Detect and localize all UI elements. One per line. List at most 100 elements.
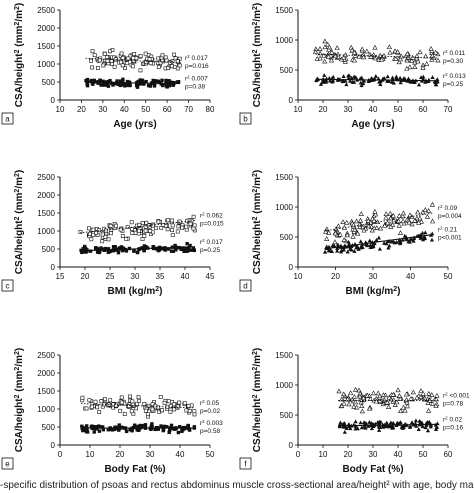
data-point xyxy=(175,229,180,234)
figure-caption: -specific distribution of psoas and rect… xyxy=(0,480,474,491)
data-point xyxy=(398,53,404,59)
data-point xyxy=(423,230,428,235)
data-point xyxy=(111,249,115,253)
x-tick-label: 20 xyxy=(319,105,328,114)
panel-letter: f xyxy=(244,460,247,469)
data-point xyxy=(129,409,134,414)
data-point xyxy=(357,393,363,399)
data-point xyxy=(142,402,147,406)
y-tick-label: 1500 xyxy=(37,209,55,218)
data-point xyxy=(374,225,380,230)
series-points xyxy=(312,38,441,71)
data-point xyxy=(344,426,349,430)
data-point xyxy=(138,68,143,73)
chart-panel-b: 0 500 1000 1500 10 20 30 40 50 60 70 Age (yrs) CSA/h… xyxy=(239,3,466,130)
data-point xyxy=(192,409,197,414)
data-point xyxy=(326,46,332,52)
stat-label: r2 0.21 xyxy=(438,225,458,234)
data-point xyxy=(132,52,137,56)
series-points xyxy=(78,214,197,244)
data-point xyxy=(142,82,146,86)
data-point xyxy=(170,228,174,233)
x-tick-label: 10 xyxy=(294,272,303,281)
data-point xyxy=(433,396,439,402)
data-point xyxy=(400,213,406,219)
data-point xyxy=(332,239,338,245)
data-point xyxy=(98,425,102,429)
y-tick-label: 2500 xyxy=(37,173,55,182)
data-point xyxy=(435,77,440,82)
data-point xyxy=(172,80,176,85)
chart-panel-a: 0 500 1000 1500 2000 2500 10 20 30 40 50 60 70 80 Age … xyxy=(1,3,215,130)
data-point xyxy=(164,58,169,63)
x-axis-title: Body Fat (%) xyxy=(342,464,403,475)
data-point xyxy=(398,420,403,425)
data-point xyxy=(128,428,132,432)
data-point xyxy=(352,399,359,405)
data-point xyxy=(383,423,388,428)
data-point xyxy=(103,397,107,401)
data-point xyxy=(420,237,426,242)
panel-letter-box xyxy=(239,279,252,292)
data-point xyxy=(94,246,98,250)
data-point xyxy=(346,424,351,429)
x-tick-label: 40 xyxy=(120,105,129,114)
data-point xyxy=(416,82,422,87)
data-point xyxy=(324,236,330,241)
stat-label: r2 0.05 xyxy=(200,398,220,407)
data-point xyxy=(385,239,390,244)
data-point xyxy=(341,400,347,406)
data-point xyxy=(165,80,169,84)
data-point xyxy=(166,66,170,70)
data-point xyxy=(426,390,432,396)
data-point xyxy=(400,218,406,224)
data-point xyxy=(418,235,424,240)
data-point xyxy=(121,246,126,251)
data-point xyxy=(347,73,352,78)
y-tick-label: 2500 xyxy=(37,6,55,15)
stat-label: r2 0.017 xyxy=(185,53,208,62)
data-point xyxy=(350,233,356,239)
x-tick-label: 30 xyxy=(98,105,107,114)
data-point xyxy=(433,427,439,431)
panel-letter: c xyxy=(6,282,10,291)
chart-panel-c: 0 500 1000 1500 2000 2500 15 20 25 30 35 40 45 BMI (k… xyxy=(1,170,224,297)
data-point xyxy=(167,247,171,251)
data-point xyxy=(136,425,140,429)
data-point xyxy=(369,421,374,425)
data-point xyxy=(435,57,441,63)
data-point xyxy=(411,236,417,241)
data-point xyxy=(395,218,402,224)
data-point xyxy=(385,74,390,79)
data-point xyxy=(166,399,171,404)
data-point xyxy=(341,247,346,252)
data-point xyxy=(348,390,354,395)
data-point xyxy=(322,73,327,77)
y-tick-label: 1000 xyxy=(37,405,55,414)
data-point xyxy=(387,424,392,429)
x-tick-label: 40 xyxy=(181,272,190,281)
data-point xyxy=(344,82,349,87)
data-point xyxy=(414,394,420,400)
data-point xyxy=(395,387,401,393)
data-point xyxy=(154,226,158,230)
data-point xyxy=(341,78,346,83)
y-tick-label: 0 xyxy=(289,96,294,105)
stat-label: r2 0.02 xyxy=(443,415,463,424)
data-point xyxy=(422,207,428,212)
regression-line xyxy=(337,423,439,427)
data-point xyxy=(106,250,111,255)
data-point xyxy=(346,401,352,407)
data-point xyxy=(156,56,161,61)
data-point xyxy=(388,224,394,229)
data-point xyxy=(170,233,175,237)
data-point xyxy=(97,410,102,415)
regression-line xyxy=(79,246,196,252)
data-point xyxy=(103,234,108,239)
data-point xyxy=(120,248,125,253)
x-tick-label: 15 xyxy=(56,272,65,281)
data-point xyxy=(322,249,328,254)
data-point xyxy=(127,80,132,84)
data-point xyxy=(108,427,113,431)
data-point xyxy=(160,78,164,83)
